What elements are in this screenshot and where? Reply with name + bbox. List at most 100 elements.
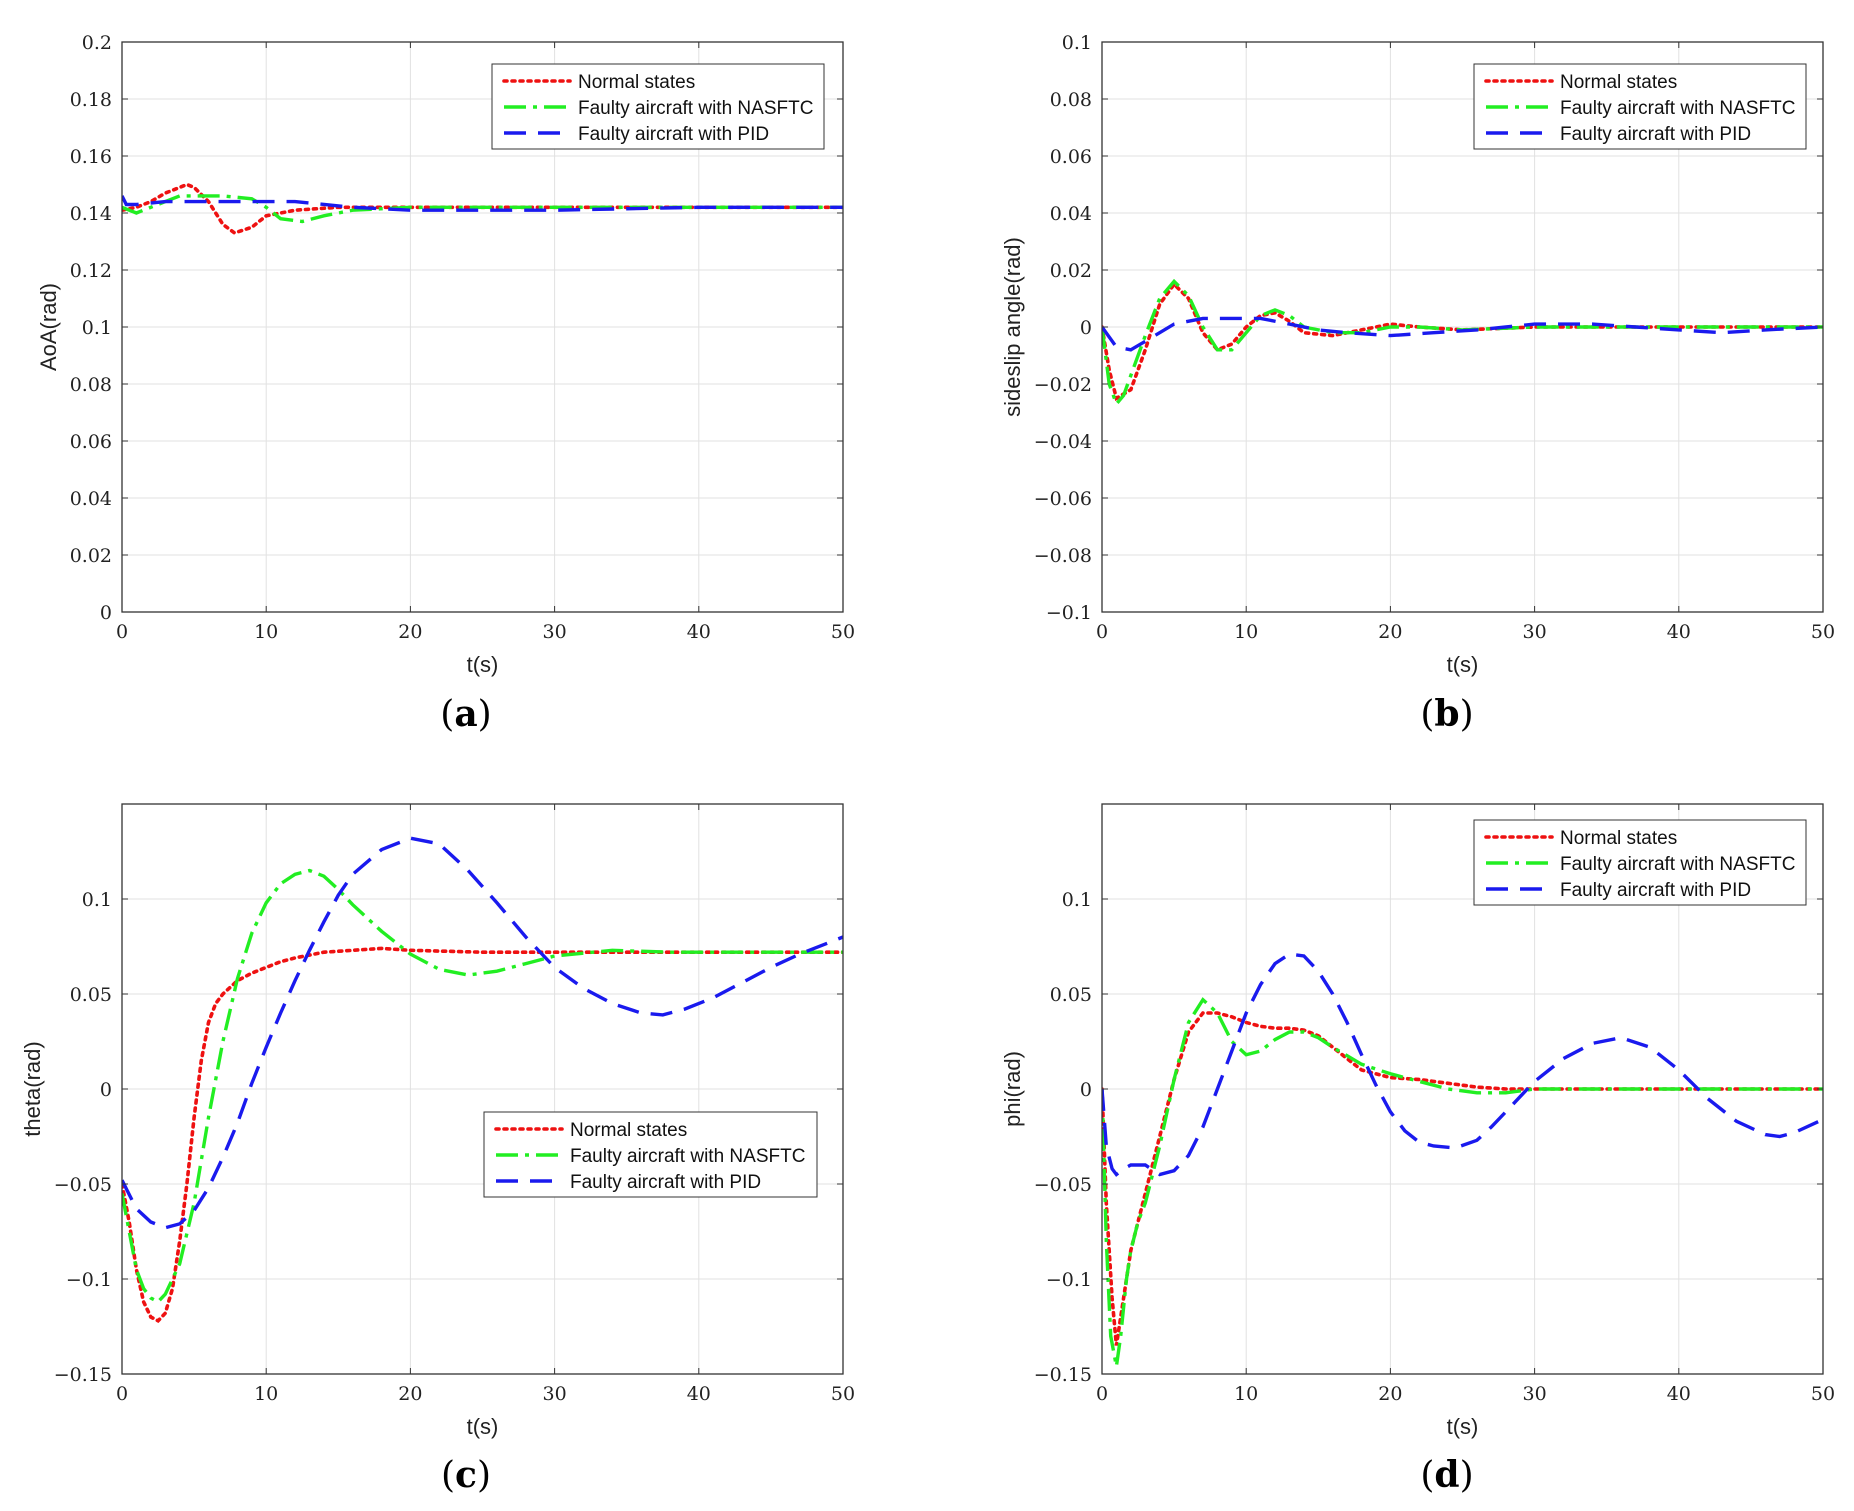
legend-label-1: Normal states <box>570 1120 687 1141</box>
x-tick-label: 40 <box>687 1383 711 1405</box>
x-tick-label: 0 <box>1096 1383 1108 1405</box>
y-tick-label: 0 <box>1080 317 1092 339</box>
y-tick-label: 0.02 <box>70 545 112 567</box>
y-tick-label: −0.1 <box>66 1269 112 1291</box>
x-tick-label: 30 <box>543 1383 567 1405</box>
x-tick-label: 20 <box>398 621 422 643</box>
x-tick-label: 30 <box>1523 1383 1547 1405</box>
y-tick-label: 0.1 <box>82 317 112 339</box>
y-tick-label: 0.06 <box>1050 146 1092 168</box>
y-tick-label: −0.1 <box>1046 602 1092 624</box>
x-tick-label: 30 <box>543 621 567 643</box>
y-tick-label: 0.2 <box>82 32 112 54</box>
panel-caption: (a) <box>440 693 491 735</box>
legend-label-2: Faulty aircraft with NASFTC <box>578 98 813 119</box>
legend-label-1: Normal states <box>1560 72 1677 93</box>
y-tick-label: 0.08 <box>1050 89 1092 111</box>
y-axis-label: AoA(rad) <box>36 283 61 371</box>
chart-panel-b: 0 10 20 30 40 50 −0.1 −0.08 −0.06 −0.04 −0.02 0 0.02… <box>1000 32 1835 735</box>
x-tick-label: 30 <box>1523 621 1547 643</box>
x-tick-label: 50 <box>1811 1383 1835 1405</box>
legend: Normal states Faulty aircraft with NASFTC… <box>1473 819 1807 906</box>
y-tick-label: −0.05 <box>54 1174 112 1196</box>
legend-label-1: Normal states <box>1560 828 1677 849</box>
series-line-3 <box>1102 952 1823 1177</box>
series-line-1 <box>122 946 843 1324</box>
legend: Normal states Faulty aircraft with NASFTC… <box>483 1111 818 1198</box>
y-tick-label: 0 <box>1080 1079 1092 1101</box>
legend-label-3: Faulty aircraft with PID <box>570 1172 761 1193</box>
legend: Normal states Faulty aircraft with NASFTC… <box>1473 63 1807 150</box>
y-tick-label: −0.04 <box>1034 431 1092 453</box>
x-tick-label: 40 <box>1667 621 1691 643</box>
y-tick-label: 0.1 <box>1062 32 1092 54</box>
series-line-2 <box>122 194 843 224</box>
legend: Normal states Faulty aircraft with NASFTC… <box>491 63 825 150</box>
x-axis-label: t(s) <box>467 652 499 677</box>
y-tick-label: 0.14 <box>70 203 112 225</box>
panel-caption: (b) <box>1420 693 1473 735</box>
x-tick-label: 40 <box>1667 1383 1691 1405</box>
x-axis-label: t(s) <box>467 1414 499 1439</box>
x-tick-label: 20 <box>1378 621 1402 643</box>
panel-caption-letter: c <box>455 1454 477 1496</box>
series-line-3 <box>122 195 843 212</box>
x-tick-label: 50 <box>1811 621 1835 643</box>
panel-caption-letter: b <box>1434 693 1459 735</box>
panel-caption: (d) <box>1420 1454 1473 1496</box>
y-tick-label: 0.06 <box>70 431 112 453</box>
y-tick-label: 0.18 <box>70 89 112 111</box>
x-tick-label: 0 <box>116 1383 128 1405</box>
series-line-1 <box>1102 1011 1823 1346</box>
y-tick-label: 0 <box>100 1079 112 1101</box>
y-tick-label: −0.05 <box>1034 1174 1092 1196</box>
y-tick-label: 0.12 <box>70 260 112 282</box>
y-tick-label: 0.05 <box>1050 984 1092 1006</box>
legend-label-3: Faulty aircraft with PID <box>578 124 769 145</box>
x-tick-label: 20 <box>398 1383 422 1405</box>
legend-label-3: Faulty aircraft with PID <box>1560 880 1751 901</box>
x-tick-label: 20 <box>1378 1383 1402 1405</box>
panel-caption-letter: a <box>454 693 477 735</box>
y-tick-label: 0.16 <box>70 146 112 168</box>
chart-panel-a: 0 10 20 30 40 50 0 0.02 0.04 0.06 0.08 0.1 0.12 0.14 0… <box>36 32 855 735</box>
y-tick-label: 0.04 <box>1050 203 1092 225</box>
x-tick-label: 10 <box>1234 1383 1258 1405</box>
series-line-3 <box>122 836 843 1230</box>
x-tick-label: 50 <box>831 1383 855 1405</box>
x-tick-label: 40 <box>687 621 711 643</box>
y-axis-label: phi(rad) <box>1000 1051 1025 1127</box>
panel-caption-letter: d <box>1434 1454 1459 1496</box>
y-tick-label: 0.05 <box>70 984 112 1006</box>
y-tick-label: 0 <box>100 602 112 624</box>
panel-caption: (c) <box>441 1454 491 1496</box>
chart-panel-c: 0 10 20 30 40 50 −0.15 −0.1 −0.05 0 0.05 0.1 t(s) the… <box>20 803 855 1496</box>
y-tick-label: 0.04 <box>70 488 112 510</box>
y-tick-label: −0.08 <box>1034 545 1092 567</box>
y-tick-label: 0.08 <box>70 374 112 396</box>
x-tick-label: 0 <box>116 621 128 643</box>
y-axis-label: sideslip angle(rad) <box>1000 237 1025 417</box>
legend-label-2: Faulty aircraft with NASFTC <box>1560 98 1795 119</box>
y-axis-label: theta(rad) <box>20 1041 45 1136</box>
y-tick-label: 0.1 <box>82 889 112 911</box>
y-tick-label: −0.15 <box>1034 1364 1092 1386</box>
y-tick-label: −0.02 <box>1034 374 1092 396</box>
series-line-2 <box>1102 997 1823 1367</box>
series-line-3 <box>1102 316 1823 352</box>
legend-label-2: Faulty aircraft with NASFTC <box>1560 854 1795 875</box>
chart-panel-d: 0 10 20 30 40 50 −0.15 −0.1 −0.05 0 0.05 0.1 t(s) phi… <box>1000 803 1835 1496</box>
legend-label-2: Faulty aircraft with NASFTC <box>570 1146 805 1167</box>
x-tick-label: 10 <box>1234 621 1258 643</box>
x-tick-label: 10 <box>254 1383 278 1405</box>
x-tick-label: 0 <box>1096 621 1108 643</box>
y-tick-label: −0.15 <box>54 1364 112 1386</box>
x-axis-label: t(s) <box>1447 652 1479 677</box>
y-tick-label: 0.02 <box>1050 260 1092 282</box>
y-tick-label: 0.1 <box>1062 889 1092 911</box>
y-tick-label: −0.1 <box>1046 1269 1092 1291</box>
legend-label-3: Faulty aircraft with PID <box>1560 124 1751 145</box>
x-axis-label: t(s) <box>1447 1414 1479 1439</box>
legend-label-1: Normal states <box>578 72 695 93</box>
